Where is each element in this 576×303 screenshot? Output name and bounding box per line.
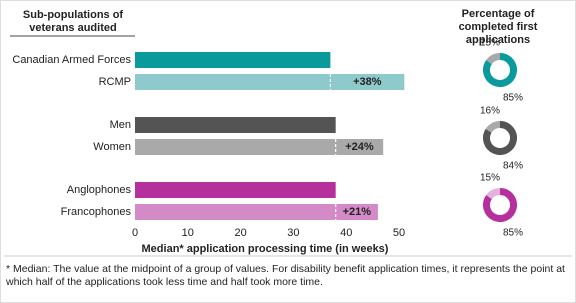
x-tick-label: 10 [182,227,194,239]
change-label: +38% [353,76,382,88]
change-label: +21% [343,206,372,218]
percent-label: 16% [480,106,500,117]
x-axis-label: Median* application processing time (in … [142,243,389,255]
percent-label: 85% [503,228,523,239]
percent-label: 84% [503,161,523,172]
x-tick-label: 30 [287,227,299,239]
x-tick-label: 20 [234,227,246,239]
percent-label: 15% [480,173,500,184]
x-tick-label: 0 [132,227,138,239]
bar [135,204,378,220]
bar [135,139,384,155]
x-tick-label: 40 [340,227,352,239]
category-label: Men [110,119,131,131]
percent-label: 85% [503,93,523,104]
chart-title: Percentage of completed first applications [459,8,538,46]
bar [135,182,336,198]
category-label: Francophones [61,206,132,218]
x-tick-label: 50 [393,227,405,239]
category-label: Canadian Armed Forces [12,54,131,66]
category-label: Women [93,141,131,153]
donut-segment [486,53,501,65]
footnote: * Median: The value at the midpoint of a… [6,263,565,288]
category-label: Anglophones [67,184,132,196]
donut-segment [483,188,517,222]
donut-segment [483,53,517,87]
percent-label: 15% [480,38,500,49]
bar [135,52,331,68]
bar [135,117,336,133]
donut-segment [486,188,501,200]
chart-title: Sub-populations of veterans audited [23,9,124,34]
donut-segment [483,121,517,155]
donut-segment [485,121,501,133]
change-label: +24% [345,141,374,153]
bar [135,74,405,90]
category-label: RCMP [99,76,131,88]
